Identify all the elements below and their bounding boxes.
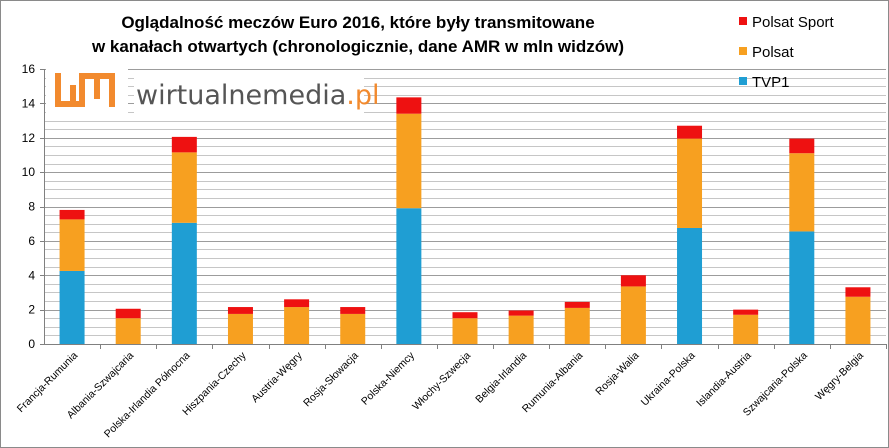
bar-polsat [171,152,197,223]
bar-polsat [396,113,422,209]
y-tick-label: 4 [28,268,35,282]
bar-polsat-sport [396,97,422,114]
watermark-logo: wirtualnemedia.pl [46,69,380,113]
bar-tvp1 [789,231,815,344]
bar-polsat [115,318,141,344]
bar-polsat-sport [115,308,141,319]
bar-polsat [620,286,646,344]
chart-title: Oglądalność meczów Euro 2016, które były… [91,13,624,56]
y-tick-label: 0 [28,337,35,351]
x-category-label: Węgry-Belgia [813,350,866,403]
bar-polsat-sport [59,209,85,220]
chart-title-line-1: Oglądalność meczów Euro 2016, które były… [121,13,594,32]
bar-polsat-sport [733,309,759,315]
y-tick-label: 12 [22,131,36,145]
bar-polsat [845,296,871,344]
legend-label: Polsat Sport [752,14,835,31]
legend-swatch [739,77,747,85]
bar-polsat-sport [564,301,590,308]
y-tick-label: 14 [22,96,36,110]
bar-polsat-sport [620,275,646,287]
x-category-label: Rumunia-Albania [520,350,586,416]
x-category-label: Rosja-Słowacja [301,350,361,410]
watermark-text: wirtualnemedia.pl [136,80,380,111]
legend-swatch [739,17,747,25]
bar-polsat-sport [677,125,703,139]
bar-polsat [452,318,478,344]
bar-polsat-sport [789,138,815,154]
bar-polsat-sport [227,307,253,314]
bar-polsat-sport [845,287,871,297]
legend-swatch [739,47,747,55]
axes-layer: 0246810121416Francja-RumuniaAlbania-Szwa… [15,62,887,440]
chart-title-line-2: w kanałach otwartych (chronologicznie, d… [91,37,624,56]
bar-polsat [227,313,253,344]
bars-layer [59,97,871,344]
y-tick-label: 2 [28,303,35,317]
x-category-label: Islandia-Austria [694,350,754,410]
y-tick-label: 16 [22,62,36,76]
y-tick-label: 10 [22,165,36,179]
bar-tvp1 [171,222,197,344]
x-category-label: Polska-Niemcy [359,349,418,408]
bar-polsat-sport [284,299,310,308]
watermark-text-backdrop [134,73,364,113]
bar-polsat [508,315,534,344]
x-category-label: Austria-Węgry [249,349,305,405]
bar-tvp1 [677,227,703,344]
bar-polsat-sport [508,310,534,316]
x-category-label: Rosja-Walia [593,350,641,398]
y-tick-label: 8 [28,200,35,214]
legend-label: Polsat [752,44,795,61]
bar-polsat [59,219,85,271]
bar-polsat-sport [171,136,197,153]
chart-legend: Polsat Sport Polsat TVP1 [739,14,835,91]
bar-polsat [733,314,759,344]
bar-polsat [677,138,703,228]
bar-polsat-sport [340,307,366,314]
x-category-label: Ukraina-Polska [639,350,698,409]
bar-polsat [564,307,590,344]
bar-polsat [340,313,366,344]
bar-polsat [789,153,815,232]
x-category-label: Włochy-Szwecja [410,350,473,413]
bar-polsat [284,307,310,344]
wm-logo-mark-icon [55,73,115,107]
bar-tvp1 [396,208,422,344]
x-category-label: Francja-Rumunia [15,350,81,416]
y-tick-label: 6 [28,234,35,248]
x-category-label: Belgia-Irlandia [473,350,529,406]
legend-label: TVP1 [752,74,790,91]
bar-tvp1 [59,270,85,344]
bar-polsat-sport [452,312,478,319]
